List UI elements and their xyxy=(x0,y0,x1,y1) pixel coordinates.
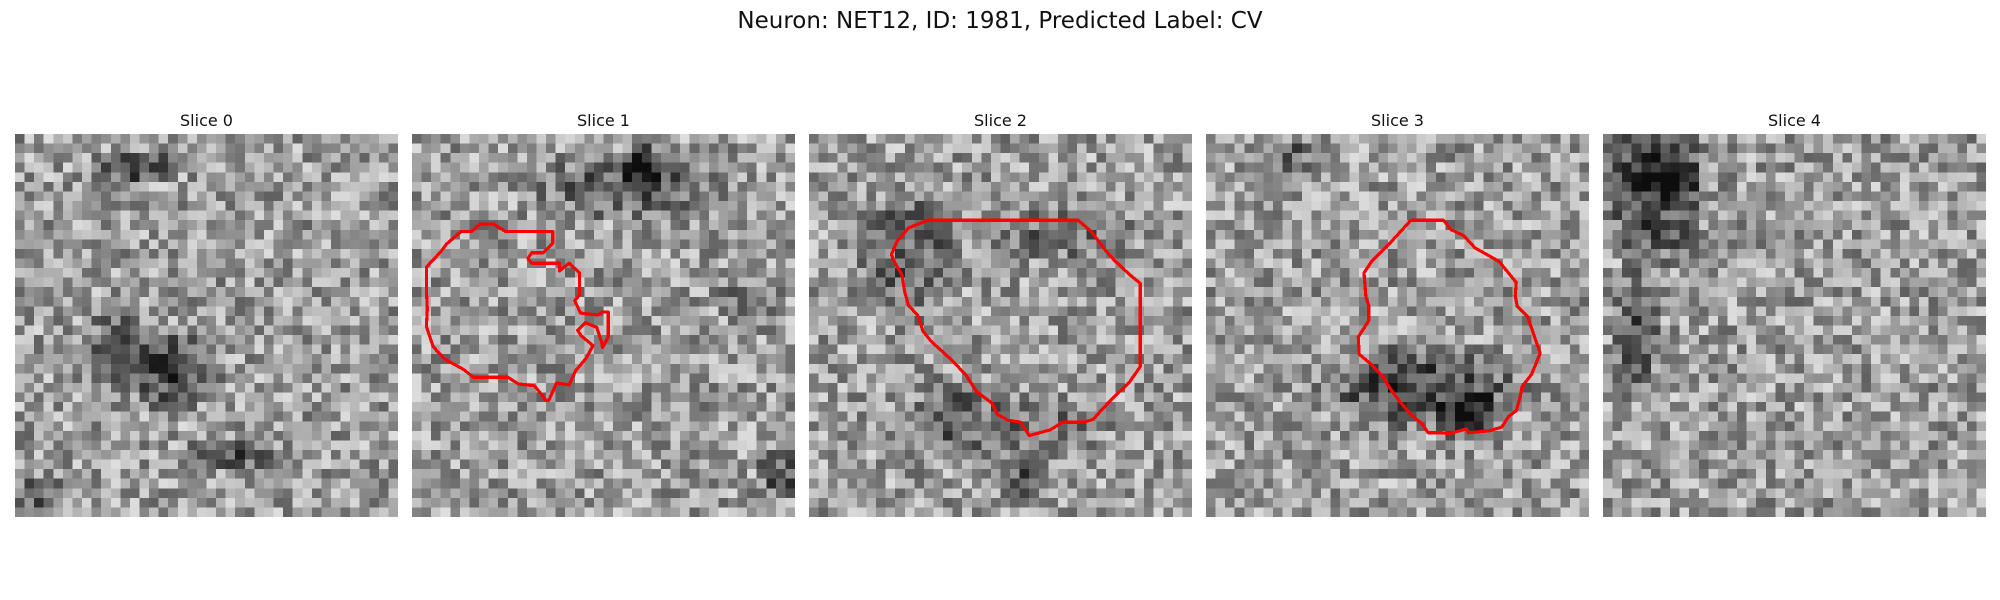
slice-panel-3: Slice 3 xyxy=(1206,110,1589,517)
slice-image-4 xyxy=(1603,134,1986,517)
slice-panel-1: Slice 1 xyxy=(412,110,795,517)
slice-image-1 xyxy=(412,134,795,517)
slice-panel-2: Slice 2 xyxy=(809,110,1192,517)
slice-image-3 xyxy=(1206,134,1589,517)
slice-title: Slice 2 xyxy=(974,111,1027,130)
slice-panel-0: Slice 0 xyxy=(15,110,398,517)
slice-title: Slice 4 xyxy=(1768,111,1821,130)
slice-title: Slice 3 xyxy=(1371,111,1424,130)
figure-title: Neuron: NET12, ID: 1981, Predicted Label… xyxy=(737,8,1263,34)
contour-outline xyxy=(1356,218,1542,436)
slice-image-2 xyxy=(809,134,1192,517)
slice-panel-4: Slice 4 xyxy=(1603,110,1986,517)
contour-outline xyxy=(889,218,1142,438)
slice-image-0 xyxy=(15,134,398,517)
slice-title: Slice 0 xyxy=(180,111,233,130)
contour-outline xyxy=(424,222,610,402)
slice-title: Slice 1 xyxy=(577,111,630,130)
